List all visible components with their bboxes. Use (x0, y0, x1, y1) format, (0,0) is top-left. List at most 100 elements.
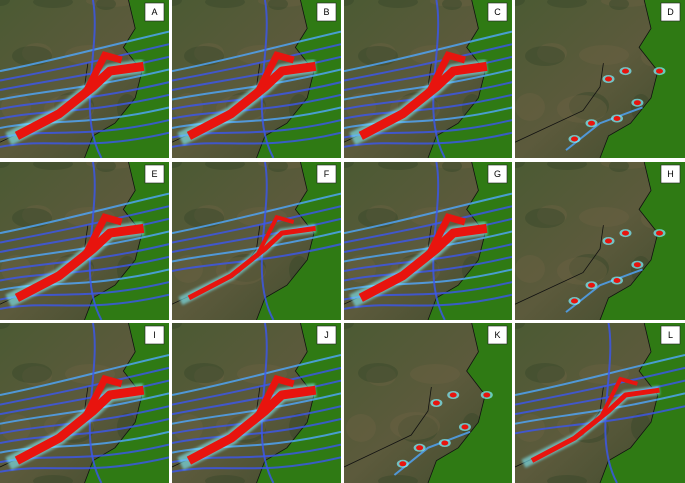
track-line (0, 192, 169, 235)
terrain-patch (579, 45, 629, 65)
track-line (0, 131, 169, 148)
terrain-patch (547, 162, 587, 170)
hotspot-core (424, 213, 466, 259)
hotspot-core (571, 298, 578, 304)
terrain-patch (22, 43, 52, 63)
label-box (144, 2, 165, 22)
label-box (660, 325, 681, 345)
track-line (344, 268, 512, 291)
track-line (344, 230, 512, 263)
label-box (144, 325, 165, 345)
hotspot-core (613, 116, 621, 121)
map-content (344, 0, 512, 158)
terrain-patch (366, 43, 396, 63)
track-line (515, 354, 685, 396)
terrain-patch (378, 0, 418, 8)
terrain-patch (525, 363, 565, 383)
map-panel: J (172, 323, 341, 483)
map-content (0, 0, 169, 158)
terrain-patch (430, 162, 480, 169)
track-line (515, 366, 685, 406)
track-line (344, 131, 512, 148)
hotspot-core (441, 440, 449, 446)
track-line (172, 366, 341, 406)
terrain-patch (172, 0, 182, 6)
track-line (0, 205, 169, 244)
label-box (487, 164, 508, 184)
hotspot-core (622, 230, 629, 236)
terrain-patch (346, 414, 376, 442)
terrain-patch (410, 364, 460, 384)
hotspot-core (656, 230, 663, 236)
map-panel: A (0, 0, 169, 158)
terrain-patch (344, 323, 354, 329)
label-box (316, 2, 337, 22)
hotspot-core (588, 120, 595, 126)
hotspot-core (253, 51, 295, 97)
terrain-patch (579, 207, 629, 227)
terrain-patch (12, 363, 52, 383)
hotspot-core (588, 282, 595, 288)
terrain-patch (537, 366, 567, 386)
hotspot-core (633, 100, 641, 106)
track-line (0, 392, 169, 425)
boundary-line (515, 0, 659, 158)
panel-label: K (494, 330, 500, 340)
label-box (487, 2, 508, 22)
terrain-patch (194, 366, 224, 386)
terrain-patch (366, 366, 396, 386)
terrain-patch (557, 257, 607, 285)
terrain-patch (205, 162, 245, 170)
panel-label: J (324, 330, 329, 340)
track-line (172, 230, 341, 263)
track-line (0, 293, 169, 310)
terrain-patch (0, 323, 10, 329)
track-line (344, 106, 512, 129)
label-box (487, 325, 508, 345)
terrain-patch (258, 162, 308, 169)
terrain-patch (184, 46, 224, 66)
terrain-patch (378, 162, 418, 170)
water-region (256, 0, 341, 158)
track-line (0, 30, 169, 73)
terrain-patch (609, 0, 629, 10)
track-line (0, 430, 169, 454)
hotspot-core (461, 424, 469, 430)
track-line (172, 106, 341, 129)
terrain-patch (268, 162, 288, 172)
terrain-patch (96, 162, 116, 172)
map-content (515, 323, 685, 483)
terrain-patch (172, 162, 182, 168)
hotspot-core (613, 278, 621, 283)
map-panel: B (172, 0, 341, 158)
terrain-patch (86, 0, 136, 7)
track-line (515, 392, 685, 425)
terrain-patch (96, 0, 116, 10)
water-region (600, 162, 685, 320)
water-region (84, 323, 169, 483)
track-line (172, 456, 341, 473)
water-region (256, 323, 341, 483)
hotspot-core (571, 136, 578, 142)
panel-label: B (323, 7, 329, 17)
hotspot-core (530, 387, 660, 463)
water-region (600, 323, 685, 483)
water-region (84, 162, 169, 320)
water-region (428, 0, 512, 158)
panel-label: C (494, 7, 501, 17)
map-content (344, 162, 512, 320)
track-line (172, 68, 341, 101)
track-line (0, 43, 169, 82)
track-line (344, 68, 512, 101)
hotspot-core (416, 445, 424, 451)
map-content (515, 0, 685, 158)
hotspot-core (358, 223, 488, 302)
hotspot-core (424, 51, 466, 97)
terrain-patch (22, 205, 52, 225)
panel-label: F (324, 169, 330, 179)
terrain-patch (557, 95, 607, 123)
terrain-patch (515, 414, 545, 442)
terrain-patch (537, 43, 567, 63)
track-line (172, 354, 341, 396)
terrain-patch (390, 412, 440, 440)
